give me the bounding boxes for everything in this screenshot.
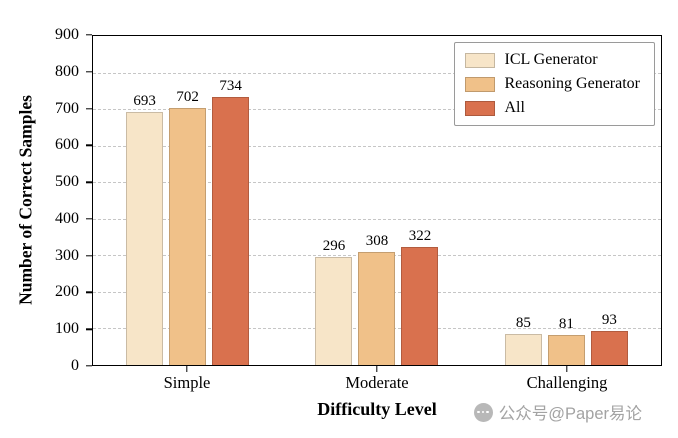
y-tick-label: 600: [55, 136, 79, 154]
legend-label: Reasoning Generator: [504, 75, 640, 92]
y-tick-mark: [86, 291, 92, 294]
watermark-text: 公众号@Paper易论: [498, 405, 642, 423]
bar-simple-reasoning-generator: [169, 108, 207, 365]
bar-value-label: 693: [133, 92, 156, 109]
x-tick-label-challenging: Challenging: [526, 373, 608, 392]
x-axis-title: Difficulty Level: [317, 399, 437, 419]
bar-wrap: 85: [504, 36, 542, 365]
y-tick-label: 800: [55, 62, 79, 80]
plot-area: 693 702 734 296 308 322 85 81 93 ICL Generator Re…: [92, 35, 662, 366]
bar-wrap: 81: [547, 36, 585, 365]
y-tick-label: 200: [55, 283, 79, 301]
bar-value-label: 81: [558, 316, 574, 333]
legend-label: ICL Generator: [504, 51, 598, 68]
chat-bubble-icon: [473, 402, 493, 422]
bar-value-label: 734: [219, 77, 242, 94]
x-tick-label-simple: Simple: [163, 373, 211, 392]
y-axis-ticks: 0 100 200 300 400 500 600 700 800 900: [0, 27, 92, 374]
bar-simple-all: [212, 96, 250, 365]
y-tick-mark: [86, 107, 92, 110]
gridline: [93, 218, 661, 220]
y-tick-label: 900: [55, 26, 79, 43]
bar-group-challenging: 85 81 93: [504, 36, 628, 365]
y-tick-label: 0: [71, 357, 79, 374]
bar-value-label: 322: [408, 228, 432, 245]
bar-challenging-all: [590, 331, 628, 365]
legend-swatch: [465, 76, 496, 92]
bar-value-label: 93: [601, 312, 617, 329]
y-tick-mark: [86, 218, 92, 220]
x-tick-mark: [566, 366, 568, 372]
y-tick-label: 700: [55, 99, 79, 117]
bar-moderate-all: [401, 247, 439, 365]
y-tick-mark: [86, 71, 92, 73]
y-tick-label: 500: [55, 173, 79, 191]
bar-wrap: 308: [358, 36, 396, 365]
bar-wrap: 322: [401, 36, 439, 365]
legend-label: All: [504, 99, 525, 116]
y-tick-mark: [86, 328, 92, 330]
bar-value-label: 296: [322, 237, 346, 254]
y-tick-mark: [86, 254, 92, 257]
legend-swatch: [465, 52, 496, 68]
legend-item-all: All: [465, 100, 640, 116]
y-tick-mark: [86, 144, 92, 147]
bar-value-label: 85: [515, 314, 531, 331]
bar-value-label: 308: [365, 233, 389, 250]
legend: ICL Generator Reasoning Generator All: [454, 42, 655, 126]
x-tick-label-moderate: Moderate: [345, 373, 409, 392]
y-tick-mark: [86, 181, 92, 183]
watermark: 公众号@Paper易论: [473, 400, 642, 424]
bar-wrap: 734: [212, 36, 250, 365]
bar-simple-icl-generator: [126, 111, 164, 365]
legend-item-icl-generator: ICL Generator: [465, 52, 640, 68]
legend-swatch: [465, 100, 496, 116]
bar-moderate-icl-generator: [315, 256, 353, 365]
bar-wrap: 296: [315, 36, 353, 365]
x-axis-ticks: Simple Moderate Challenging: [92, 366, 662, 394]
y-tick-label: 400: [55, 209, 79, 227]
y-tick-label: 100: [55, 320, 79, 338]
bar-moderate-reasoning-generator: [358, 252, 396, 365]
bar-wrap: 93: [590, 36, 628, 365]
y-tick-label: 300: [55, 246, 79, 264]
bar-wrap: 693: [126, 36, 164, 365]
bar-challenging-icl-generator: [504, 333, 542, 365]
bar-group-moderate: 296 308 322: [315, 36, 439, 365]
bar-challenging-reasoning-generator: [547, 335, 585, 365]
x-tick-mark: [186, 366, 188, 372]
y-tick-mark: [86, 34, 92, 36]
bar-group-simple: 693 702 734: [126, 36, 250, 365]
legend-item-reasoning-generator: Reasoning Generator: [465, 76, 640, 92]
y-tick-mark: [86, 365, 92, 367]
bar-wrap: 702: [169, 36, 207, 365]
gridline: [93, 72, 661, 74]
gridline: [93, 109, 661, 111]
gridline: [93, 182, 661, 184]
gridline: [93, 145, 661, 147]
bars-layer: 693 702 734 296 308 322 85 81 93: [93, 36, 661, 365]
bar-value-label: 702: [176, 89, 199, 106]
x-tick-mark: [376, 366, 378, 372]
